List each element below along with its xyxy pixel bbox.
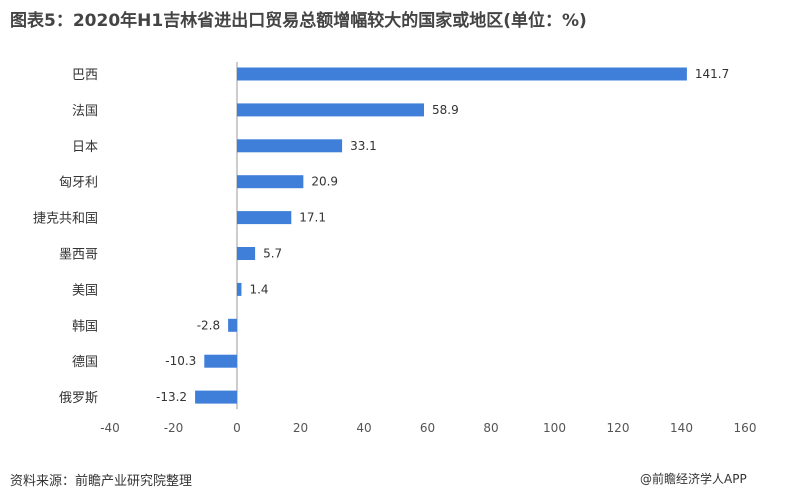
bar-7 [228,318,237,332]
category-label-1: 法国 [72,104,98,119]
x-tick-label-0: -40 [100,421,120,435]
bar-5 [237,247,256,260]
value-label-6: 1.4 [249,282,268,296]
category-label-6: 美国 [72,283,98,298]
category-label-2: 日本 [72,140,98,155]
bar-2 [237,139,343,153]
bar-1 [237,103,425,117]
category-label-8: 德国 [72,355,98,370]
value-label-9: -13.2 [156,390,187,404]
category-label-4: 捷克共和国 [33,212,98,227]
x-tick-label-2: 0 [233,421,241,435]
category-label-9: 俄罗斯 [59,391,98,406]
x-tick-label-3: 20 [293,421,308,435]
x-tick-label-7: 100 [543,421,566,435]
x-tick-label-4: 40 [356,421,371,435]
value-label-3: 20.9 [311,175,338,189]
bar-3 [237,175,304,189]
x-tick-label-5: 60 [420,421,435,435]
value-label-1: 58.9 [432,103,459,117]
x-tick-label-8: 120 [607,421,630,435]
value-label-7: -2.8 [197,318,220,332]
category-label-0: 巴西 [72,68,98,83]
credit-note: @前瞻经济学人APP [640,472,747,486]
x-tick-label-1: -20 [164,421,184,435]
value-labels-group: 141.7 58.9 33.1 20.9 17.1 5.7 1.4 -2.8 -10.3 -13.… [156,67,729,404]
value-label-2: 33.1 [350,139,377,153]
category-label-3: 匈牙利 [59,176,98,191]
value-label-8: -10.3 [165,354,196,368]
x-tick-label-9: 140 [670,421,693,435]
chart-title: 图表5：2020年H1吉林省进出口贸易总额增幅较大的国家或地区(单位：%) [10,11,587,31]
value-label-4: 17.1 [299,211,326,225]
value-label-0: 141.7 [695,67,729,81]
category-label-7: 韩国 [72,319,98,334]
source-note: 资料来源：前瞻产业研究院整理 [10,474,193,489]
x-tick-labels-group: -40 -20 0 20 40 60 80 100 120 140 160 [100,421,756,435]
x-tick-label-6: 80 [483,421,498,435]
bar-4 [237,211,292,225]
category-label-5: 墨西哥 [59,248,98,263]
bar-8 [204,354,237,368]
bar-0 [237,67,687,81]
bar-9 [195,390,237,404]
bars-group [195,67,687,404]
x-tick-label-10: 160 [734,421,757,435]
bar-6 [237,282,242,296]
value-label-5: 5.7 [263,247,282,261]
